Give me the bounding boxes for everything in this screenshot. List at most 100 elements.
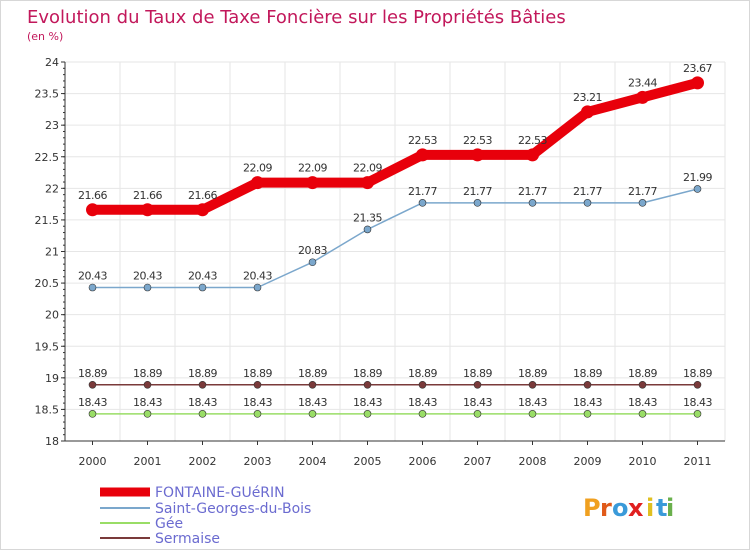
data-point <box>363 225 372 234</box>
data-label: 18.43 <box>133 396 162 409</box>
logo-letter: x <box>628 494 644 522</box>
data-point <box>198 283 207 292</box>
legend-label: Gée <box>155 516 183 532</box>
data-label: 21.77 <box>463 185 492 198</box>
x-tick-label: 2002 <box>189 455 217 468</box>
data-point <box>308 380 317 389</box>
data-point <box>361 176 374 190</box>
y-tick-label: 23.5 <box>35 88 60 101</box>
data-label: 22.09 <box>243 162 272 175</box>
data-label: 23.67 <box>683 62 712 75</box>
data-point <box>253 283 262 292</box>
data-label: 20.43 <box>188 270 217 283</box>
x-tick-label: 2001 <box>134 455 162 468</box>
data-point <box>88 380 97 389</box>
data-point <box>583 410 592 418</box>
series-line-1 <box>91 188 699 289</box>
data-label: 18.89 <box>683 367 712 380</box>
data-label: 21.66 <box>188 189 217 202</box>
data-point <box>308 258 317 267</box>
data-point <box>528 380 537 389</box>
data-point <box>196 203 209 217</box>
logo-letter: r <box>600 494 612 522</box>
y-tick-label: 24 <box>45 56 59 69</box>
data-label: 18.89 <box>133 367 162 380</box>
data-point <box>253 380 262 389</box>
data-label: 18.43 <box>573 396 602 409</box>
logo-letter: i <box>646 494 654 522</box>
data-point <box>306 176 319 190</box>
x-tick-label: 2010 <box>629 455 657 468</box>
y-tick-label: 20 <box>45 309 59 322</box>
data-point <box>416 148 429 162</box>
x-tick-label: 2006 <box>409 455 437 468</box>
data-label: 18.89 <box>243 367 272 380</box>
series-layer <box>86 76 704 418</box>
data-point <box>583 380 592 389</box>
data-point <box>583 199 592 207</box>
data-point <box>141 203 154 217</box>
data-point <box>253 410 262 418</box>
data-point <box>363 380 372 389</box>
data-label: 18.89 <box>353 367 382 380</box>
data-point <box>473 199 482 207</box>
data-label: 22.53 <box>408 134 437 147</box>
data-point <box>693 380 702 389</box>
data-label: 22.09 <box>353 162 382 175</box>
legend-label: FONTAINE-GUéRIN <box>155 485 285 501</box>
data-label: 18.43 <box>683 396 712 409</box>
data-point <box>88 283 97 292</box>
x-tick-label: 2009 <box>574 455 602 468</box>
data-label: 18.89 <box>573 367 602 380</box>
data-labels: 18.43 18.43 18.43 18.43 18.43 18.43 18.43 18.43… <box>78 62 713 409</box>
data-label: 21.77 <box>518 185 547 198</box>
data-point <box>251 176 264 190</box>
data-label: 20.43 <box>243 270 272 283</box>
y-tick-label: 20.5 <box>35 277 60 290</box>
y-tick-label: 18 <box>45 435 59 448</box>
logo-letter: i <box>666 494 674 522</box>
data-label: 21.77 <box>573 185 602 198</box>
y-tick-label: 21.5 <box>35 214 60 227</box>
data-label: 21.77 <box>628 185 657 198</box>
data-point <box>418 380 427 389</box>
data-label: 18.89 <box>298 367 327 380</box>
legend: FONTAINE-GUéRINSaint-Georges-du-BoisGéeS… <box>100 485 311 547</box>
data-label: 18.89 <box>463 367 492 380</box>
data-label: 18.43 <box>298 396 327 409</box>
y-tick-label: 19 <box>45 372 59 385</box>
data-point <box>691 76 704 90</box>
y-tick-label: 19.5 <box>35 340 60 353</box>
data-point <box>418 199 427 207</box>
data-point <box>143 283 152 292</box>
x-tick-label: 2000 <box>79 455 107 468</box>
grid <box>64 61 726 442</box>
legend-label: Saint-Georges-du-Bois <box>155 501 311 517</box>
data-label: 21.66 <box>78 189 107 202</box>
data-label: 22.53 <box>518 134 547 147</box>
data-label: 18.43 <box>353 396 382 409</box>
data-label: 18.89 <box>78 367 107 380</box>
x-tick-label: 2011 <box>684 455 712 468</box>
chart-subtitle: (en %) <box>27 30 63 43</box>
data-label: 18.89 <box>518 367 547 380</box>
data-label: 20.83 <box>298 244 327 257</box>
data-label: 18.89 <box>408 367 437 380</box>
data-point <box>88 410 97 418</box>
data-label: 20.43 <box>78 270 107 283</box>
y-tick-label: 23 <box>45 119 59 132</box>
data-point <box>693 185 702 193</box>
legend-label: Sermaise <box>155 531 220 547</box>
series-line-0 <box>87 77 703 215</box>
data-label: 22.09 <box>298 162 327 175</box>
data-label: 20.43 <box>133 270 162 283</box>
data-label: 18.89 <box>188 367 217 380</box>
y-tick-label: 21 <box>45 246 59 259</box>
data-label: 23.44 <box>628 76 657 89</box>
data-label: 21.77 <box>408 185 437 198</box>
data-label: 21.66 <box>133 189 162 202</box>
data-point <box>308 410 317 418</box>
data-label: 18.43 <box>78 396 107 409</box>
